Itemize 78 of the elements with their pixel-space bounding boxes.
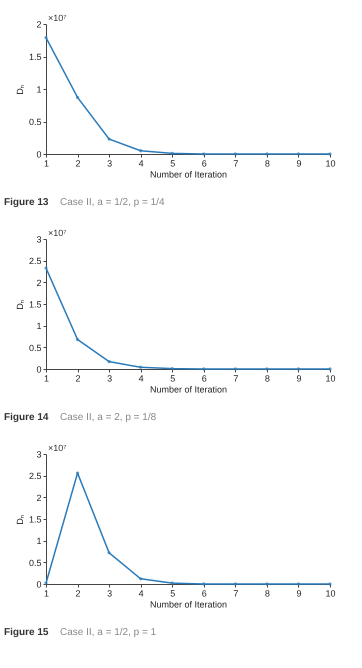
- x-tick-label: 7: [233, 158, 238, 168]
- text: ×10⁷: [48, 13, 67, 23]
- text: Case II, a = 1/2, p = 1/4: [60, 197, 165, 208]
- y-tick-label: 0: [36, 580, 42, 590]
- x-tick-label: 5: [170, 158, 176, 168]
- x-tick-label: 8: [264, 374, 270, 384]
- text: ×10⁷: [48, 443, 67, 453]
- text: Case II, a = 1/2, p = 1: [60, 627, 157, 638]
- point: [76, 338, 80, 342]
- x-tick-label: 8: [264, 158, 270, 168]
- x-tick-label: 7: [233, 374, 238, 384]
- x-tick-label: 5: [170, 374, 176, 384]
- x-tick-label: 9: [296, 374, 302, 384]
- y-tick-label: 1: [36, 536, 42, 546]
- x-tick-label: 1: [44, 374, 50, 384]
- x-tick-label: 2: [76, 374, 81, 384]
- caption: Figure 14: [4, 412, 49, 423]
- point: [170, 582, 174, 585]
- y-tick-label: 1: [36, 321, 42, 332]
- point: [170, 366, 174, 370]
- caption: Figure 13: [4, 197, 49, 208]
- y-axis-title: Dₙ: [14, 84, 25, 95]
- point: [108, 360, 111, 364]
- x-axis-title: Number of Iteration: [150, 600, 228, 610]
- point: [170, 152, 174, 155]
- y-tick-label: 1.5: [28, 52, 42, 62]
- x-tick-label: 1: [44, 158, 50, 168]
- x-tick-label: 6: [202, 158, 207, 168]
- y-tick-label: 0: [36, 150, 42, 160]
- x-axis-title: Number of Iteration: [150, 384, 228, 394]
- y-tick-label: 0.5: [28, 117, 42, 127]
- text: ×10⁷: [48, 228, 67, 238]
- x-tick-label: 4: [138, 374, 144, 384]
- y-tick-label: 0.5: [28, 342, 42, 353]
- x-tick-label: 3: [107, 158, 112, 168]
- point: [108, 551, 111, 554]
- x-tick-label: 10: [325, 374, 336, 384]
- point: [108, 137, 111, 141]
- y-tick-label: 2.5: [28, 256, 42, 266]
- x-tick-label: 5: [170, 588, 176, 598]
- x-tick-label: 7: [233, 588, 238, 598]
- y-tick-label: 2.5: [28, 471, 42, 482]
- y-tick-label: 1.5: [28, 300, 42, 310]
- y-tick-label: 2: [36, 20, 42, 30]
- x-tick-label: 10: [325, 158, 336, 168]
- x-tick-label: 4: [138, 588, 144, 598]
- y-tick-label: 3: [36, 450, 42, 460]
- x-tick-label: 1: [44, 588, 50, 598]
- point: [139, 149, 142, 152]
- x-tick-label: 2: [76, 158, 81, 168]
- x-tick-label: 9: [296, 588, 302, 598]
- x-tick-label: 6: [202, 588, 207, 598]
- y-tick-label: 3: [36, 234, 42, 244]
- point: [76, 471, 80, 475]
- y-axis-title: Dₙ: [14, 514, 25, 525]
- x-tick-label: 3: [107, 374, 112, 384]
- y-tick-label: 0.5: [28, 558, 42, 568]
- y-tick-label: 1.5: [28, 514, 42, 524]
- y-tick-label: 2: [36, 492, 42, 503]
- x-tick-label: 3: [107, 588, 112, 598]
- x-tick-label: 4: [138, 158, 144, 168]
- y-axis-title: Dₙ: [14, 299, 25, 310]
- y-tick-label: 1: [36, 84, 42, 94]
- x-tick-label: 6: [202, 374, 207, 384]
- text: Case II, a = 2, p = 1/8: [60, 412, 157, 423]
- point: [139, 366, 142, 369]
- x-tick-label: 10: [325, 588, 336, 598]
- point: [44, 36, 48, 40]
- point: [139, 577, 142, 580]
- x-tick-label: 9: [296, 158, 302, 168]
- caption: Figure 15: [4, 627, 49, 638]
- x-tick-label: 8: [264, 588, 270, 598]
- x-tick-label: 2: [76, 588, 81, 598]
- y-tick-label: 2: [36, 278, 42, 288]
- x-axis-title: Number of Iteration: [150, 170, 228, 180]
- point: [76, 96, 80, 100]
- y-tick-label: 0: [36, 364, 42, 374]
- point: [44, 266, 48, 270]
